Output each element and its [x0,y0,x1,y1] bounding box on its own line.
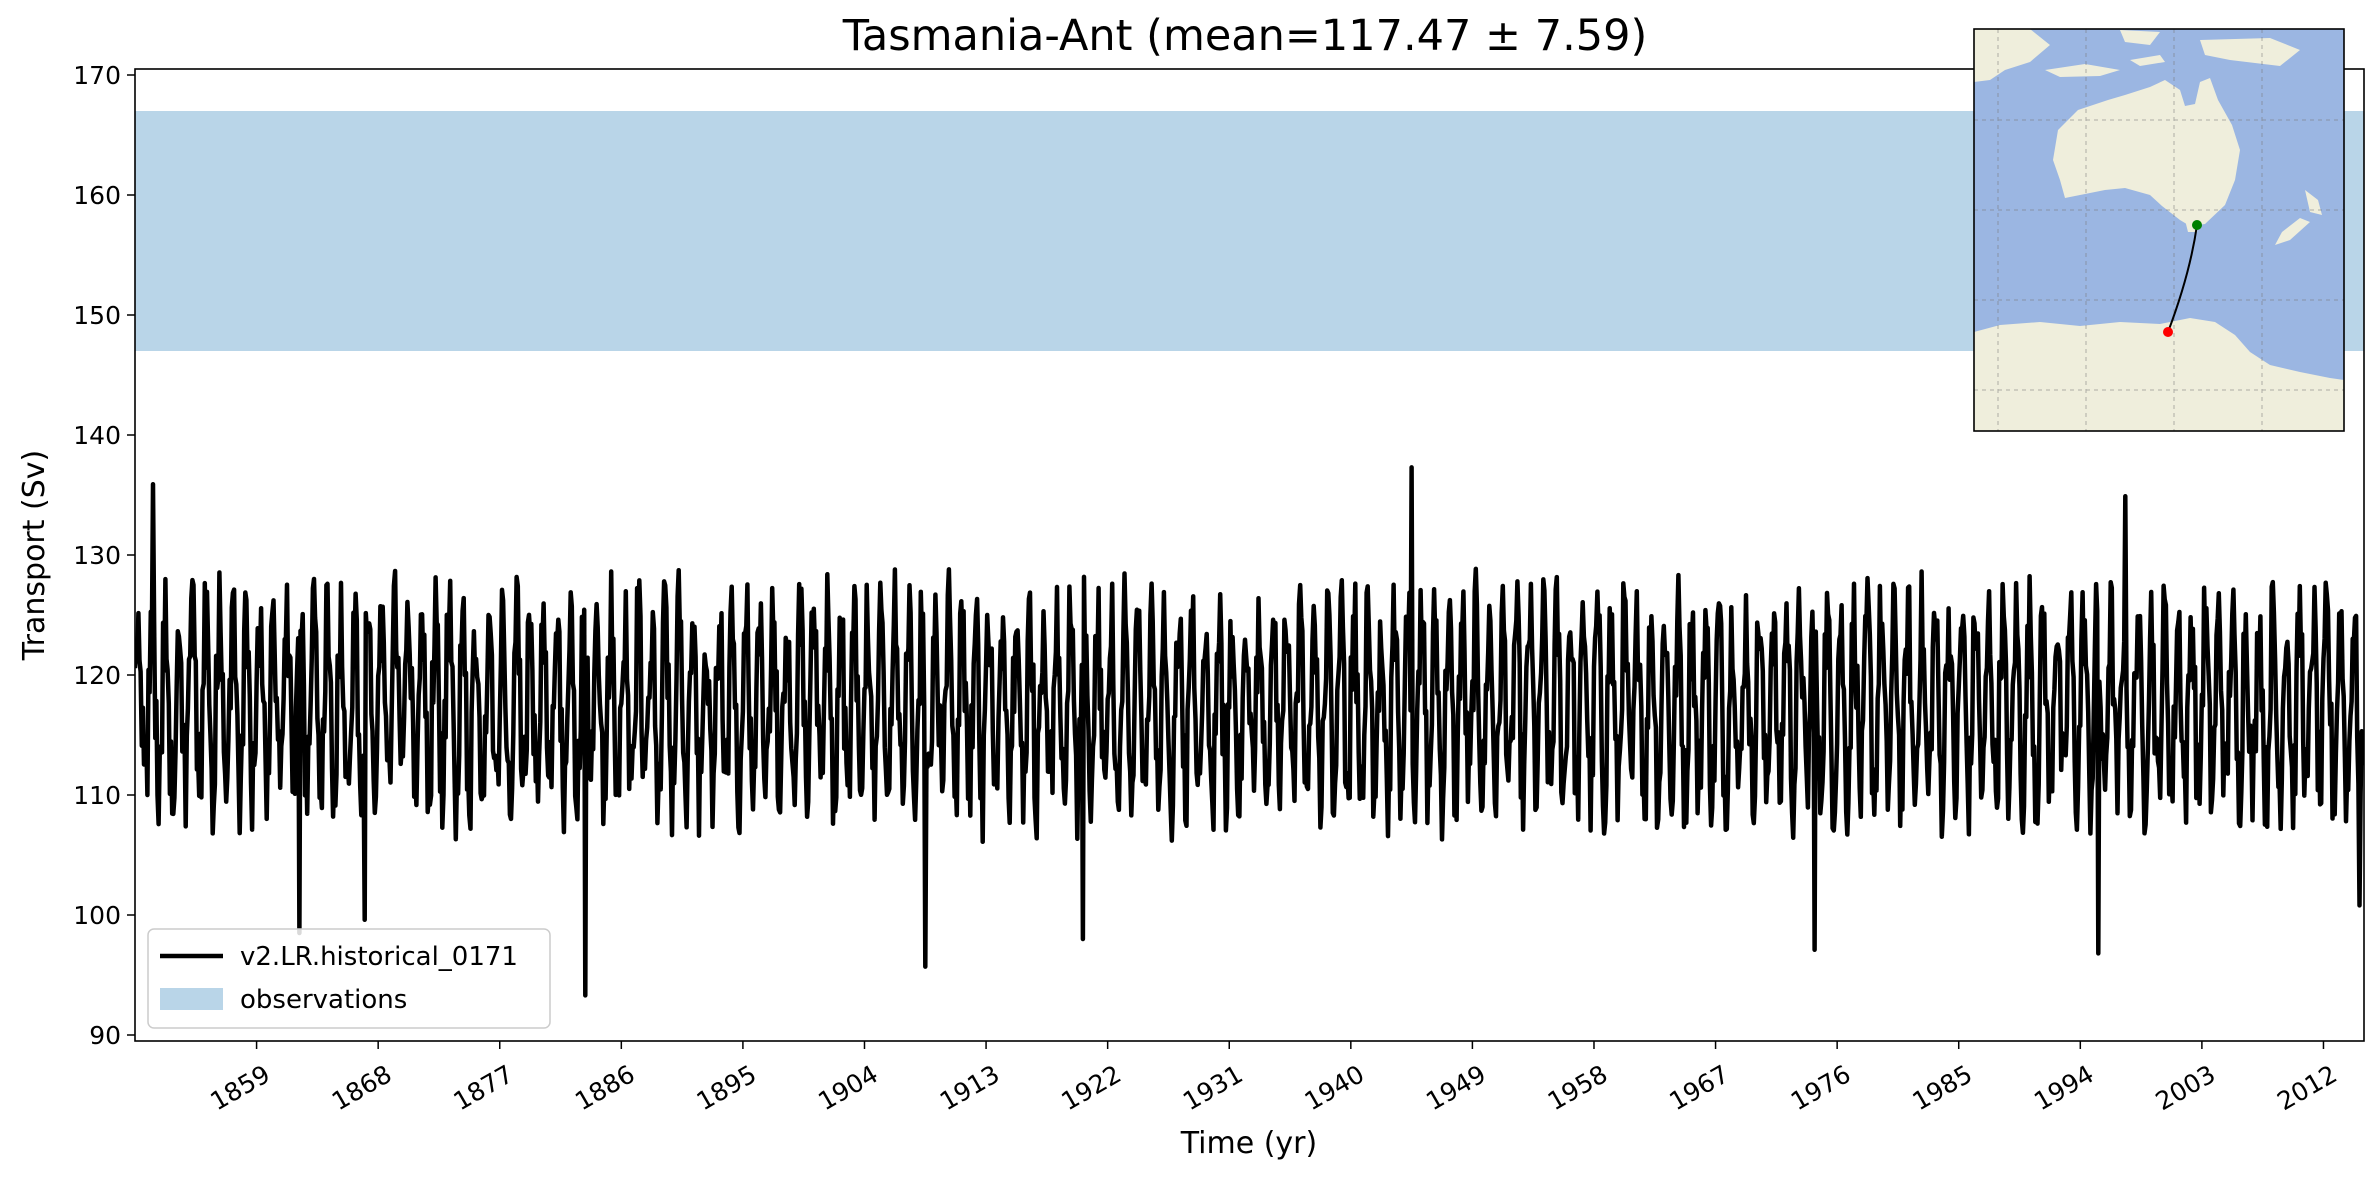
y-tick-label: 160 [73,181,121,210]
series-line-model [135,465,2364,998]
y-axis-label: Transport (Sv) [17,450,52,662]
y-tick-label: 140 [73,421,121,450]
map-end-marker [2192,220,2202,230]
legend: v2.LR.historical_0171 observations [147,928,551,1029]
x-tick-label: 1904 [813,1059,883,1116]
legend-label-observations: observations [240,985,407,1015]
y-tick-label: 120 [73,661,121,690]
x-tick-label: 1967 [1664,1059,1734,1116]
map-land-australia [2053,78,2240,226]
chart-title: Tasmania-Ant (mean=117.47 ± 7.59) [842,11,1648,61]
legend-frame [147,928,551,1029]
x-tick-label: 1976 [1786,1059,1856,1116]
x-tick-label: 1859 [205,1059,275,1116]
y-tick-label: 110 [73,781,121,810]
x-axis: 1859 1868 1877 1886 1895 1904 1913 1922 1931 1940… [205,1041,2342,1116]
x-tick-label: 1958 [1543,1059,1613,1116]
y-tick-label: 100 [73,901,121,930]
x-tick-label: 1922 [1056,1059,1126,1116]
map-land-north [1974,29,2050,82]
x-tick-label: 1931 [1178,1059,1248,1116]
map-land-islands [2045,30,2300,77]
y-tick-label: 150 [73,301,121,330]
y-axis: 90 100 110 120 130 140 150 160 170 [73,61,135,1050]
x-tick-label: 2012 [2272,1059,2342,1116]
y-tick-label: 90 [89,1021,121,1050]
legend-label-model: v2.LR.historical_0171 [240,942,518,972]
x-tick-label: 1877 [449,1059,519,1116]
x-tick-label: 1994 [2029,1059,2099,1116]
map-land-antarctica [1974,318,2344,431]
inset-map-frame [1973,28,2345,432]
x-tick-label: 1985 [1908,1059,1978,1116]
x-tick-label: 1886 [570,1059,640,1116]
x-tick-label: 1868 [327,1059,397,1116]
series-layer [135,465,2364,998]
map-section-path [2167,224,2198,333]
x-tick-label: 2003 [2151,1059,2221,1116]
map-start-marker [2163,327,2173,337]
x-tick-label: 1940 [1300,1059,1370,1116]
inset-map [1973,28,2345,432]
x-axis-label: Time (yr) [1180,1126,1317,1161]
x-tick-label: 1949 [1421,1059,1491,1116]
legend-swatch-band [160,988,223,1010]
x-tick-label: 1895 [692,1059,762,1116]
y-tick-label: 130 [73,541,121,570]
map-land-new-zealand [2275,190,2322,245]
x-tick-label: 1913 [935,1059,1005,1116]
y-tick-label: 170 [73,61,121,90]
